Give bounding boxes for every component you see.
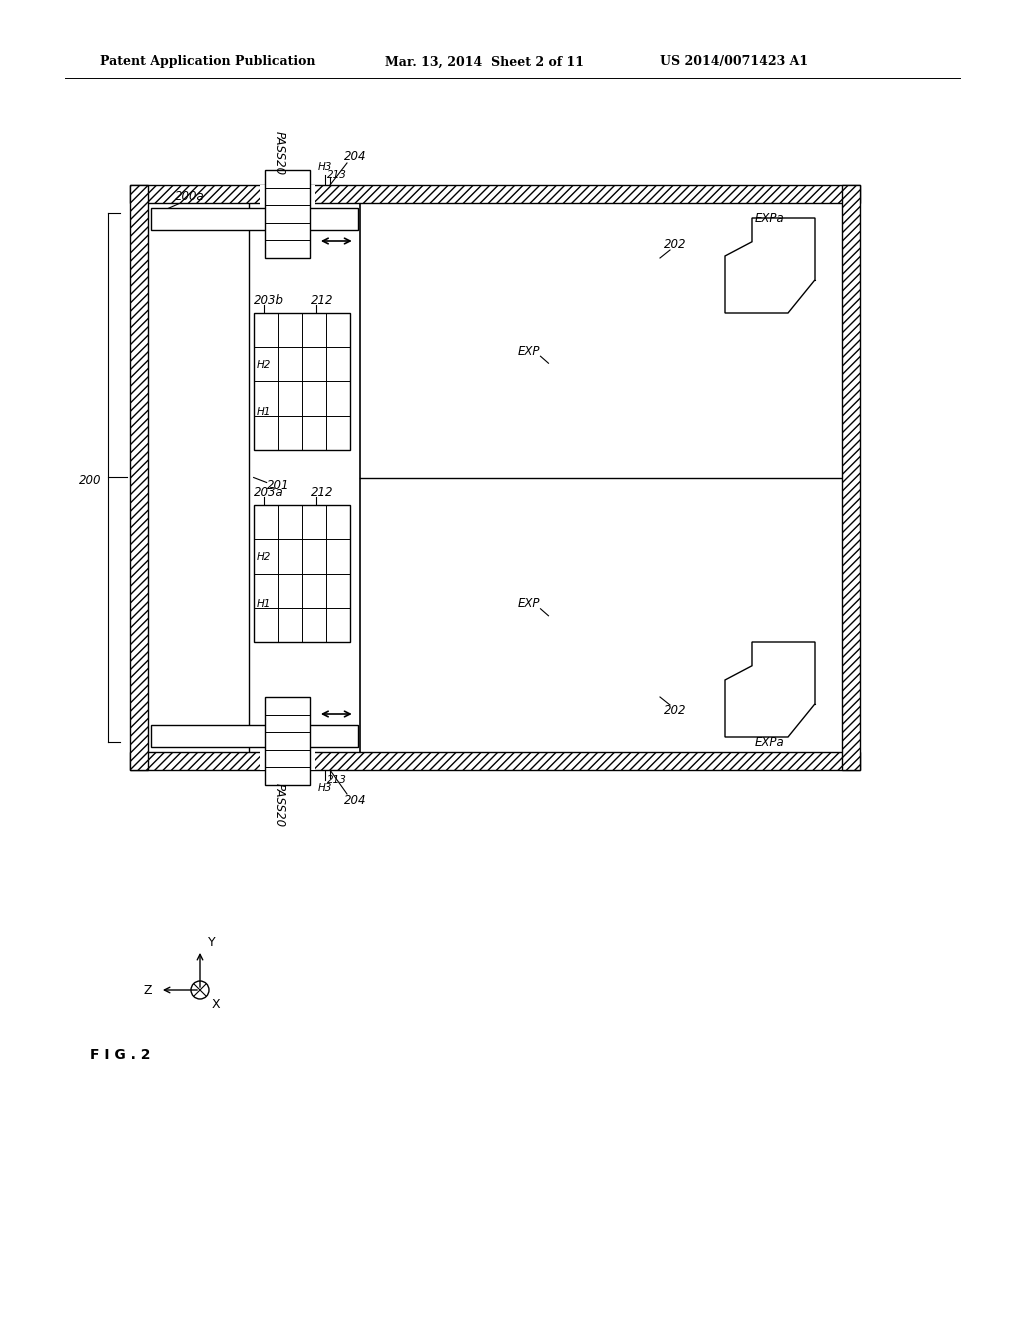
Bar <box>130 752 860 770</box>
Text: 204: 204 <box>344 150 367 164</box>
Bar <box>130 185 860 203</box>
Text: PASS20: PASS20 <box>273 783 286 828</box>
Text: EXPa: EXPa <box>755 211 784 224</box>
Text: F I G . 2: F I G . 2 <box>90 1048 151 1063</box>
Bar <box>260 750 315 770</box>
Text: 201: 201 <box>266 479 289 492</box>
Bar <box>130 185 148 770</box>
Text: H3: H3 <box>317 783 332 793</box>
Text: H2: H2 <box>257 360 271 370</box>
Text: 212: 212 <box>311 487 334 499</box>
Text: X: X <box>212 998 220 1011</box>
Bar <box>842 185 860 770</box>
Text: US 2014/0071423 A1: US 2014/0071423 A1 <box>660 55 808 69</box>
Bar <box>265 697 310 785</box>
Text: Z: Z <box>143 983 153 997</box>
Text: H1: H1 <box>257 599 271 609</box>
Text: Mar. 13, 2014  Sheet 2 of 11: Mar. 13, 2014 Sheet 2 of 11 <box>385 55 584 69</box>
Polygon shape <box>725 642 815 737</box>
Bar <box>260 185 315 205</box>
Bar <box>265 170 310 257</box>
Text: EXP: EXP <box>517 345 540 358</box>
Text: Y: Y <box>208 936 216 949</box>
Text: 213: 213 <box>327 775 347 785</box>
Bar <box>254 313 349 450</box>
Text: H3: H3 <box>317 162 332 172</box>
Text: 213: 213 <box>327 170 347 180</box>
Polygon shape <box>725 218 815 313</box>
Text: EXP: EXP <box>517 597 540 610</box>
Text: 202: 202 <box>664 239 686 252</box>
Text: 200a: 200a <box>175 190 205 203</box>
Text: H2: H2 <box>257 552 271 562</box>
Text: 203a: 203a <box>254 487 284 499</box>
Text: 203b: 203b <box>254 294 284 308</box>
Text: 202: 202 <box>664 704 686 717</box>
Text: H1: H1 <box>257 407 271 417</box>
Bar <box>151 725 357 747</box>
Text: PASS20: PASS20 <box>273 131 286 176</box>
Bar <box>148 203 842 752</box>
Text: EXPa: EXPa <box>755 735 784 748</box>
Text: 204: 204 <box>344 793 367 807</box>
Bar <box>151 209 357 230</box>
Text: Patent Application Publication: Patent Application Publication <box>100 55 315 69</box>
Text: 200: 200 <box>79 474 101 487</box>
Bar <box>254 506 349 643</box>
Text: 212: 212 <box>311 294 334 308</box>
